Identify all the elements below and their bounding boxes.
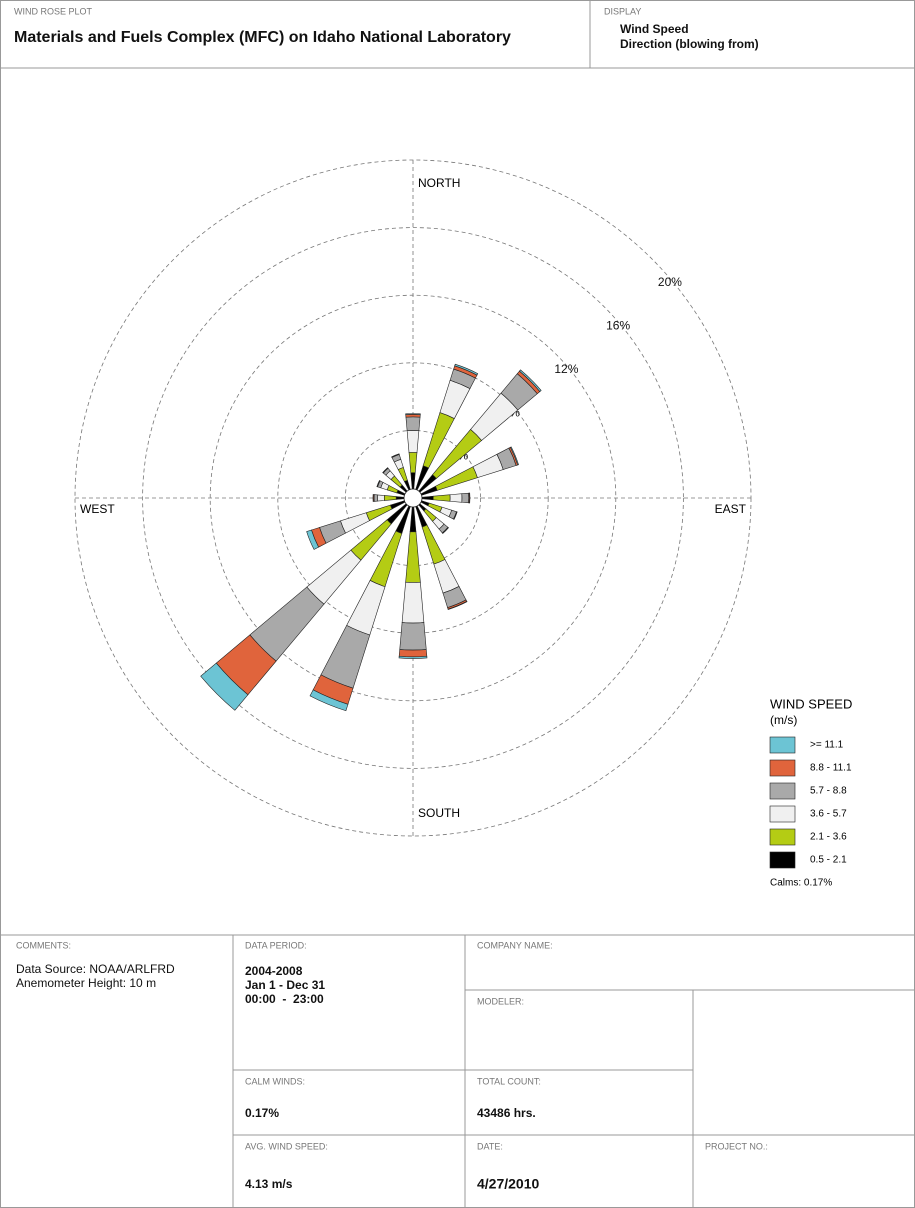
legend-title: WIND SPEED: [770, 696, 852, 711]
direction-label: EAST: [715, 502, 747, 516]
petal-segment: [401, 581, 425, 624]
field-value: 0.17%: [245, 1106, 279, 1120]
legend-swatch: [769, 851, 796, 869]
petal-segment: [386, 485, 399, 494]
petal-segment: [405, 413, 421, 415]
calms-label: Calms: 0.17%: [770, 878, 832, 889]
petal-segment: [373, 494, 378, 502]
petal-segment: [391, 453, 400, 458]
field-value: 4/27/2010: [477, 1176, 539, 1192]
petal-segment: [519, 369, 542, 392]
ring-label: 16%: [606, 318, 630, 332]
petal-segment: [397, 466, 408, 482]
field-value: 4.13 m/s: [245, 1177, 293, 1191]
legend-label: >= 11.1: [810, 740, 844, 751]
petal-segment: [442, 527, 449, 534]
plot-label: WIND ROSE PLOT: [14, 6, 93, 16]
display-line: Wind Speed: [620, 22, 689, 36]
petal-segment: [398, 655, 428, 659]
field-label: COMPANY NAME:: [477, 940, 553, 950]
petal-segment: [405, 531, 421, 583]
plot-title: Materials and Fuels Complex (MFC) on Ida…: [14, 29, 511, 46]
legend-title: (m/s): [770, 713, 797, 727]
field-label: PROJECT NO.:: [705, 1141, 768, 1151]
field-label: CALM WINDS:: [245, 1076, 305, 1086]
field-label: AVG. WIND SPEED:: [245, 1141, 328, 1151]
petal-segment: [346, 580, 386, 636]
petal-segment: [365, 504, 393, 522]
petal-segment: [309, 689, 349, 712]
legend-label: 3.6 - 5.7: [810, 809, 847, 820]
petal-segment: [200, 662, 249, 711]
petal-segment: [461, 492, 470, 504]
calm-circle: [403, 488, 423, 508]
field-label: COMMENTS:: [16, 940, 71, 950]
field-value: 43486 hrs.: [477, 1106, 536, 1120]
field-value: Jan 1 - Dec 31: [245, 978, 325, 992]
petal-segment: [399, 622, 427, 651]
legend-swatch: [769, 736, 796, 754]
legend-label: 8.8 - 11.1: [810, 763, 852, 774]
petal-segment: [340, 512, 370, 534]
petal-segment: [447, 601, 468, 610]
ring-label: 12%: [554, 362, 578, 376]
display-line: Direction (blowing from): [620, 37, 759, 51]
petal-segment: [376, 480, 380, 488]
field-label: DATE:: [477, 1141, 503, 1151]
ring-label: 20%: [658, 275, 682, 289]
ring: [142, 227, 684, 769]
petal-segment: [383, 495, 397, 501]
petal-segment: [454, 363, 479, 376]
direction-label: SOUTH: [418, 806, 460, 820]
petal-segment: [306, 529, 319, 550]
petal-segment: [427, 502, 443, 513]
field-value: Data Source: NOAA/ARLFRD: [16, 962, 175, 976]
legend-swatch: [769, 805, 796, 823]
field-label: TOTAL COUNT:: [477, 1076, 541, 1086]
petal-segment: [408, 452, 418, 474]
petal-segment: [377, 494, 385, 502]
field-value: 00:00 - 23:00: [245, 992, 324, 1006]
petal-segment: [510, 446, 519, 466]
legend-label: 0.5 - 2.1: [810, 855, 847, 866]
direction-label: WEST: [80, 502, 115, 516]
legend-label: 2.1 - 3.6: [810, 832, 847, 843]
petal-segment: [469, 492, 471, 504]
petal-segment: [453, 511, 458, 520]
direction-label: NORTH: [418, 176, 460, 190]
display-label: DISPLAY: [604, 6, 641, 16]
field-value: 2004-2008: [245, 964, 303, 978]
petal-segment: [432, 494, 451, 502]
petal-segment: [382, 467, 389, 474]
legend-swatch: [769, 759, 796, 777]
petal-segment: [406, 430, 420, 453]
petal-segment: [398, 649, 428, 658]
petal-segment: [405, 416, 421, 431]
field-label: MODELER:: [477, 996, 524, 1006]
field-value: Anemometer Height: 10 m: [16, 976, 156, 990]
legend-swatch: [769, 828, 796, 846]
petal-segment: [449, 493, 463, 503]
field-label: DATA PERIOD:: [245, 940, 307, 950]
legend-swatch: [769, 782, 796, 800]
legend-label: 5.7 - 8.8: [810, 786, 847, 797]
